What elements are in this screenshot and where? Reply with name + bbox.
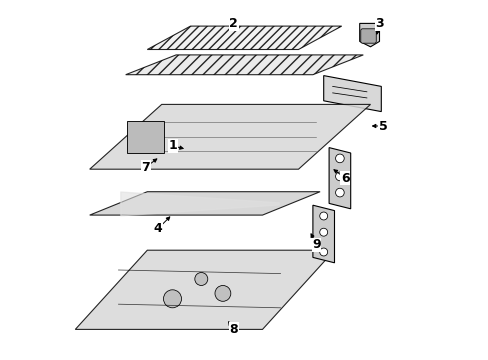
Circle shape xyxy=(335,172,344,181)
Polygon shape xyxy=(75,250,334,329)
Polygon shape xyxy=(89,104,370,169)
Circle shape xyxy=(215,285,230,301)
Circle shape xyxy=(163,290,181,308)
Circle shape xyxy=(319,228,327,236)
Circle shape xyxy=(319,212,327,220)
Polygon shape xyxy=(89,192,320,215)
Circle shape xyxy=(335,188,344,197)
Polygon shape xyxy=(147,26,341,50)
Polygon shape xyxy=(323,76,381,112)
Text: 4: 4 xyxy=(153,222,162,235)
Circle shape xyxy=(335,154,344,163)
Text: 5: 5 xyxy=(378,120,386,132)
FancyBboxPatch shape xyxy=(360,29,375,43)
Circle shape xyxy=(194,273,207,285)
Text: 1: 1 xyxy=(168,139,177,152)
Text: 9: 9 xyxy=(311,238,320,251)
Text: 7: 7 xyxy=(141,161,149,174)
Polygon shape xyxy=(328,148,350,209)
Polygon shape xyxy=(312,205,334,263)
Circle shape xyxy=(319,248,327,256)
Text: 8: 8 xyxy=(229,323,238,336)
Text: 6: 6 xyxy=(340,172,349,185)
FancyBboxPatch shape xyxy=(127,121,163,153)
Text: 3: 3 xyxy=(374,17,383,30)
Text: 2: 2 xyxy=(229,17,238,30)
Polygon shape xyxy=(359,23,379,47)
Polygon shape xyxy=(125,55,363,75)
